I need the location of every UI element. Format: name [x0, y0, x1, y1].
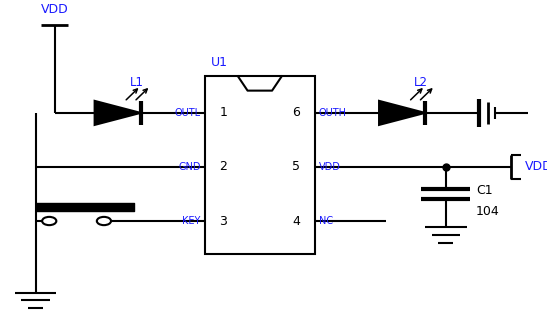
- Polygon shape: [379, 101, 425, 125]
- Text: NC: NC: [319, 216, 333, 226]
- Text: 6: 6: [293, 107, 300, 119]
- Text: 104: 104: [476, 205, 499, 218]
- Text: OUTL: OUTL: [174, 108, 201, 118]
- Text: 5: 5: [293, 161, 300, 173]
- Text: VDD: VDD: [41, 3, 68, 16]
- Bar: [205, 76, 315, 254]
- Text: GND: GND: [178, 162, 201, 172]
- Text: L2: L2: [414, 76, 428, 89]
- Polygon shape: [95, 101, 141, 125]
- Text: 1: 1: [219, 107, 227, 119]
- Text: VDD: VDD: [525, 161, 547, 173]
- Text: C1: C1: [476, 184, 492, 197]
- Text: U1: U1: [211, 56, 228, 68]
- Text: 2: 2: [219, 161, 227, 173]
- Text: L1: L1: [130, 76, 144, 89]
- Text: 3: 3: [219, 215, 227, 227]
- Text: OUTH: OUTH: [319, 108, 347, 118]
- Text: VDD: VDD: [319, 162, 341, 172]
- Text: 4: 4: [293, 215, 300, 227]
- Text: KEY: KEY: [182, 216, 201, 226]
